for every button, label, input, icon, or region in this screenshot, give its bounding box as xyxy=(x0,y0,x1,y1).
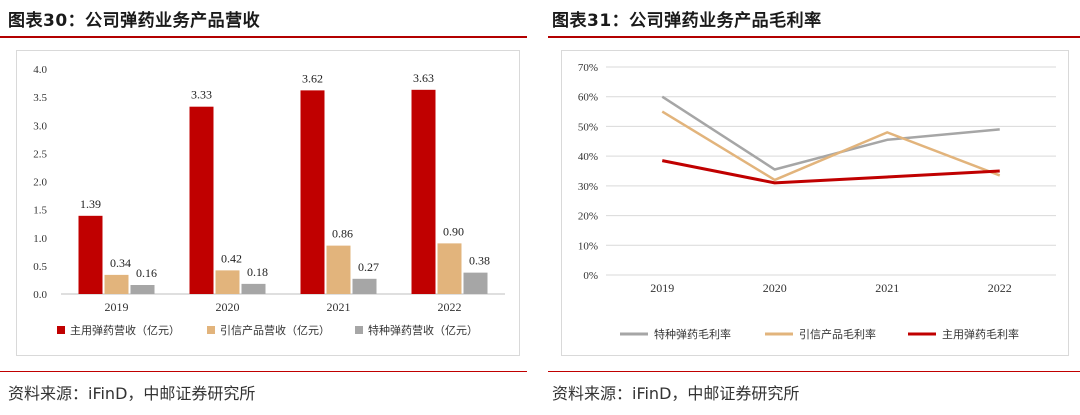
x-tick-label: 2022 xyxy=(438,300,462,314)
series-line-main xyxy=(661,159,1000,185)
legend-label: 引信产品营收（亿元） xyxy=(220,323,330,337)
y-tick-label: 30% xyxy=(578,181,598,193)
series-line-yinxin xyxy=(661,110,1001,182)
y-tick-label: 3.5 xyxy=(33,92,47,104)
left-source-text: 资料来源：iFinD，中邮证券研究所 xyxy=(8,384,256,403)
bar-main xyxy=(411,89,436,294)
y-tick-label: 40% xyxy=(578,151,598,163)
bar-value-label: 0.42 xyxy=(221,251,242,265)
bar-tezhong xyxy=(352,278,377,294)
legend-swatch-yinxin xyxy=(207,326,215,334)
y-tick-label: 2.0 xyxy=(33,177,47,189)
x-tick-label: 2019 xyxy=(650,281,674,295)
bar-value-label: 0.38 xyxy=(469,254,490,268)
y-tick-label: 0.5 xyxy=(33,261,47,273)
x-tick-label: 2021 xyxy=(875,281,899,295)
bar-value-label: 0.18 xyxy=(247,265,268,279)
bar-value-label: 3.63 xyxy=(413,71,434,85)
right-chart-panel: 0% 10% 20% 30% 40% 50% 60% 70% 2019 2020 2021 2022 特… xyxy=(561,50,1069,356)
series-line-tezhong xyxy=(661,95,1000,171)
bar-tezhong xyxy=(130,285,155,294)
y-tick-label: 20% xyxy=(578,211,598,223)
bar-value-label: 0.86 xyxy=(332,227,353,241)
right-title-rule xyxy=(548,36,1080,38)
bar-tezhong xyxy=(463,272,488,294)
x-tick-label: 2020 xyxy=(763,281,787,295)
y-tick-label: 2.5 xyxy=(33,148,47,160)
bar-main xyxy=(78,215,103,294)
bar-value-label: 1.39 xyxy=(80,197,101,211)
legend-label: 主用弹药营收（亿元） xyxy=(70,323,180,337)
bar-value-label: 0.16 xyxy=(136,266,157,280)
bar-value-label: 0.27 xyxy=(358,260,379,274)
legend-label: 特种弹药营收（亿元） xyxy=(368,323,478,337)
y-tick-label: 70% xyxy=(578,62,598,74)
bar-yinxin xyxy=(437,243,462,294)
bar-value-label: 3.62 xyxy=(302,71,323,85)
bar-yinxin xyxy=(326,245,351,294)
left-source-rule xyxy=(0,371,527,372)
revenue-bar-chart: 0.0 0.5 1.0 1.5 2.0 2.5 3.0 3.5 4.0 2019 1.39 0.34 0… xyxy=(33,64,505,337)
bar-yinxin xyxy=(104,274,129,294)
right-source-rule xyxy=(548,371,1080,372)
bar-yinxin xyxy=(215,270,240,294)
y-tick-label: 0% xyxy=(583,270,598,282)
bar-value-label: 3.33 xyxy=(191,88,212,102)
legend-label: 特种弹药毛利率 xyxy=(654,327,731,341)
left-chart-panel: 0.0 0.5 1.0 1.5 2.0 2.5 3.0 3.5 4.0 2019 1.39 0.34 0… xyxy=(16,50,520,356)
bar-main xyxy=(300,90,325,294)
bar-value-label: 0.34 xyxy=(110,256,131,270)
y-tick-label: 1.0 xyxy=(33,233,47,245)
bar-value-label: 0.90 xyxy=(443,224,464,238)
x-tick-label: 2020 xyxy=(216,300,240,314)
y-tick-label: 3.0 xyxy=(33,120,47,132)
margin-line-chart: 0% 10% 20% 30% 40% 50% 60% 70% 2019 2020 2021 2022 特… xyxy=(578,62,1056,341)
y-tick-label: 4.0 xyxy=(33,64,47,76)
y-tick-label: 50% xyxy=(578,121,598,133)
y-tick-label: 0.0 xyxy=(33,289,47,301)
left-title-rule xyxy=(0,36,527,38)
legend-swatch-tezhong xyxy=(355,326,363,334)
y-tick-label: 1.5 xyxy=(33,205,47,217)
legend-label: 主用弹药毛利率 xyxy=(942,327,1019,341)
x-tick-label: 2022 xyxy=(988,281,1012,295)
y-tick-label: 60% xyxy=(578,92,598,104)
legend-label: 引信产品毛利率 xyxy=(799,327,876,341)
bar-main xyxy=(189,106,214,294)
x-tick-label: 2021 xyxy=(327,300,351,314)
x-tick-label: 2019 xyxy=(105,300,129,314)
bar-tezhong xyxy=(241,283,266,294)
legend-swatch-main xyxy=(57,326,65,334)
right-figure-title: 图表31：公司弹药业务产品毛利率 xyxy=(552,11,822,31)
y-tick-label: 10% xyxy=(578,240,598,252)
right-source-text: 资料来源：iFinD，中邮证券研究所 xyxy=(552,384,800,403)
left-figure-title: 图表30：公司弹药业务产品营收 xyxy=(8,11,261,31)
